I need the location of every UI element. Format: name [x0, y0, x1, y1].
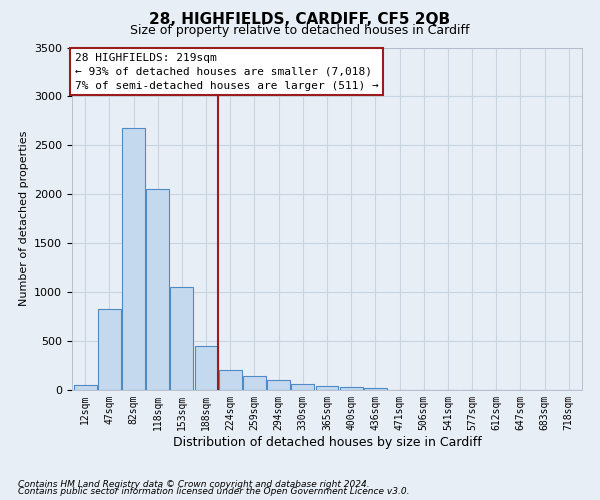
Text: Contains HM Land Registry data © Crown copyright and database right 2024.: Contains HM Land Registry data © Crown c… — [18, 480, 370, 489]
Bar — [243, 376, 266, 390]
Bar — [219, 370, 242, 390]
Bar — [292, 384, 314, 390]
Bar — [267, 380, 290, 390]
Text: Contains public sector information licensed under the Open Government Licence v3: Contains public sector information licen… — [18, 488, 409, 496]
Text: 28, HIGHFIELDS, CARDIFF, CF5 2QB: 28, HIGHFIELDS, CARDIFF, CF5 2QB — [149, 12, 451, 28]
Bar — [194, 346, 218, 390]
Bar — [364, 388, 387, 390]
Bar — [170, 287, 193, 390]
Y-axis label: Number of detached properties: Number of detached properties — [19, 131, 29, 306]
Text: Size of property relative to detached houses in Cardiff: Size of property relative to detached ho… — [130, 24, 470, 37]
Bar — [316, 386, 338, 390]
Bar — [98, 309, 121, 390]
Bar — [122, 128, 145, 390]
Text: 28 HIGHFIELDS: 219sqm
← 93% of detached houses are smaller (7,018)
7% of semi-de: 28 HIGHFIELDS: 219sqm ← 93% of detached … — [74, 52, 379, 90]
Bar — [340, 387, 362, 390]
X-axis label: Distribution of detached houses by size in Cardiff: Distribution of detached houses by size … — [173, 436, 481, 448]
Bar — [146, 190, 169, 390]
Bar — [74, 385, 97, 390]
